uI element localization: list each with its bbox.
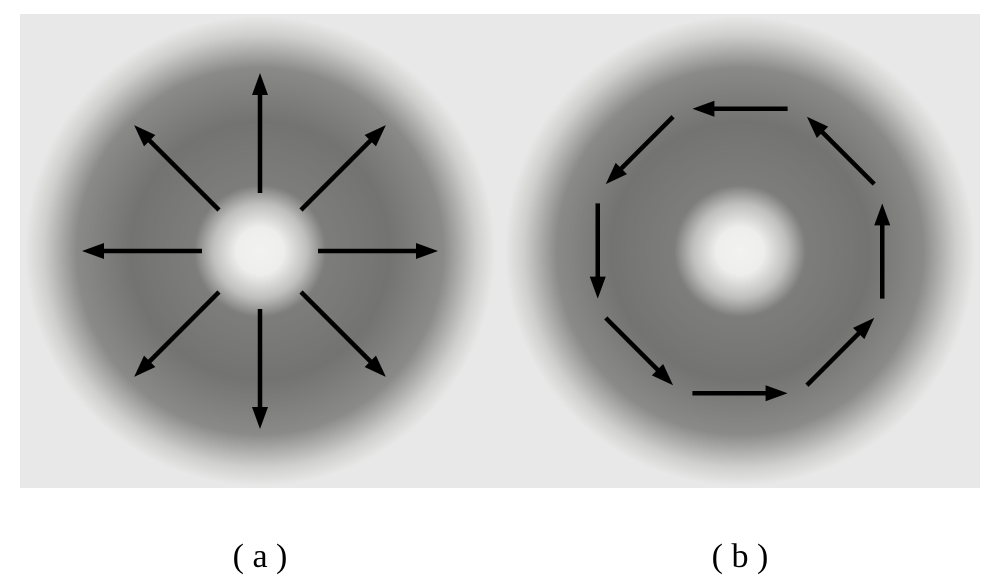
panel-a (20, 14, 500, 488)
figure-container: ( a ) ( b ) (0, 0, 1000, 587)
panel-a-svg (20, 14, 500, 488)
caption-b: ( b ) (640, 538, 840, 576)
caption-a: ( a ) (160, 538, 360, 576)
panel-b-svg (500, 14, 980, 488)
panel-b (500, 14, 980, 488)
